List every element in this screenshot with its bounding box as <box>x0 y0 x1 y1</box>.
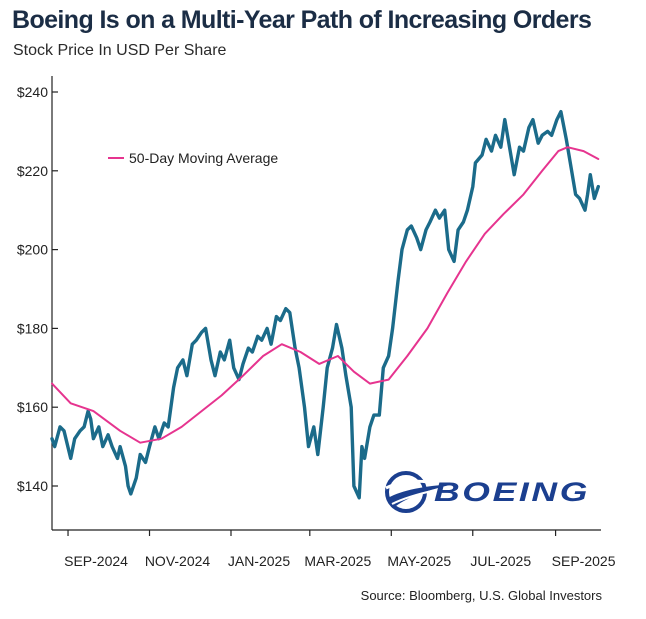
moving-average-series-line <box>51 146 600 444</box>
legend: 50-Day Moving Average <box>108 150 278 166</box>
series <box>50 110 600 500</box>
x-ticks: SEP-2024 NOV-2024 JAN-2025 MAR-2025 MAY-2025… <box>64 530 616 569</box>
legend-label-ma: 50-Day Moving Average <box>129 150 278 166</box>
y-tick-label: $140 <box>17 478 48 494</box>
boeing-symbol-icon <box>385 471 454 513</box>
x-tick-label: MAY-2025 <box>387 553 451 569</box>
source-note: Source: Bloomberg, U.S. Global Investors <box>360 588 602 603</box>
y-tick-label: $200 <box>17 242 48 258</box>
x-tick-label: SEP-2024 <box>64 553 128 569</box>
boeing-wordmark: BOEING <box>434 477 590 507</box>
chart-title: Boeing Is on a Multi-Year Path of Increa… <box>12 6 592 34</box>
axes <box>51 76 601 531</box>
y-tick-label: $220 <box>17 163 48 179</box>
y-tick-label: $240 <box>17 84 48 100</box>
y-tick-label: $160 <box>17 399 48 415</box>
chart-subtitle: Stock Price In USD Per Share <box>13 42 227 59</box>
price-series-line <box>50 110 600 500</box>
boeing-logo: BOEING <box>385 471 590 513</box>
x-tick-label: MAR-2025 <box>304 553 371 569</box>
x-tick-label: JUL-2025 <box>470 553 531 569</box>
x-tick-label: NOV-2024 <box>145 553 211 569</box>
y-tick-label: $180 <box>17 320 48 336</box>
x-tick-label: SEP-2025 <box>552 553 616 569</box>
y-ticks: $140 $160 $180 $200 $220 $240 <box>17 84 58 494</box>
x-tick-label: JAN-2025 <box>228 553 290 569</box>
